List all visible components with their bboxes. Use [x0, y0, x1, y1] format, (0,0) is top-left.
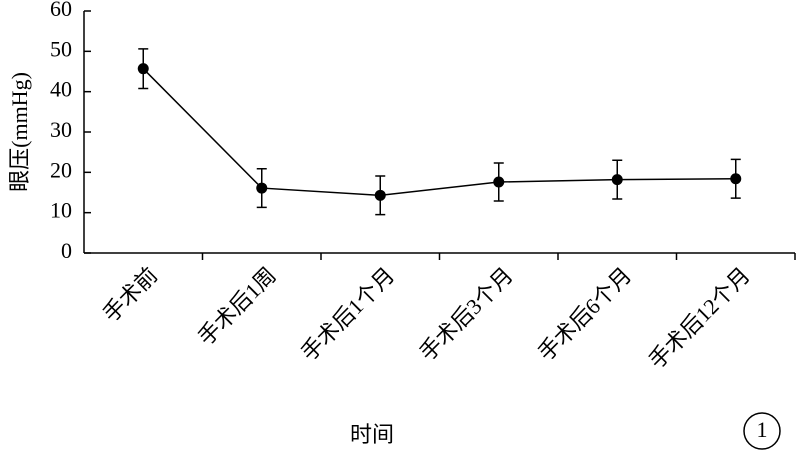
point	[374, 189, 386, 201]
y-tick-label: 30	[50, 117, 72, 142]
x-tick-label: 手术后3个月	[415, 262, 518, 365]
y-tick-label: 40	[50, 77, 72, 102]
point	[256, 182, 268, 194]
x-tick-label: 手术后6个月	[533, 262, 636, 365]
x-tick-label: 手术前	[98, 262, 162, 326]
y-tick-label: 60	[50, 0, 72, 21]
x-tick-label: 手术后12个月	[644, 262, 755, 373]
y-tick-label: 50	[50, 36, 72, 61]
x-tick-label: 手术后1周	[193, 262, 281, 350]
point	[611, 174, 623, 186]
y-axis-label: 眼压(mmHg)	[7, 72, 32, 192]
annotation: 1	[757, 417, 768, 442]
point	[730, 173, 742, 185]
y-tick-label: 20	[50, 157, 72, 182]
line	[142, 68, 736, 197]
x-axis-label: 时间	[350, 422, 394, 447]
point	[137, 63, 149, 75]
annotation-circle	[743, 412, 781, 450]
y-tick-label: 0	[61, 238, 72, 263]
y-tick-label: 10	[50, 198, 72, 223]
x-tick-label: 手术后1个月	[296, 262, 399, 365]
point	[493, 176, 505, 188]
